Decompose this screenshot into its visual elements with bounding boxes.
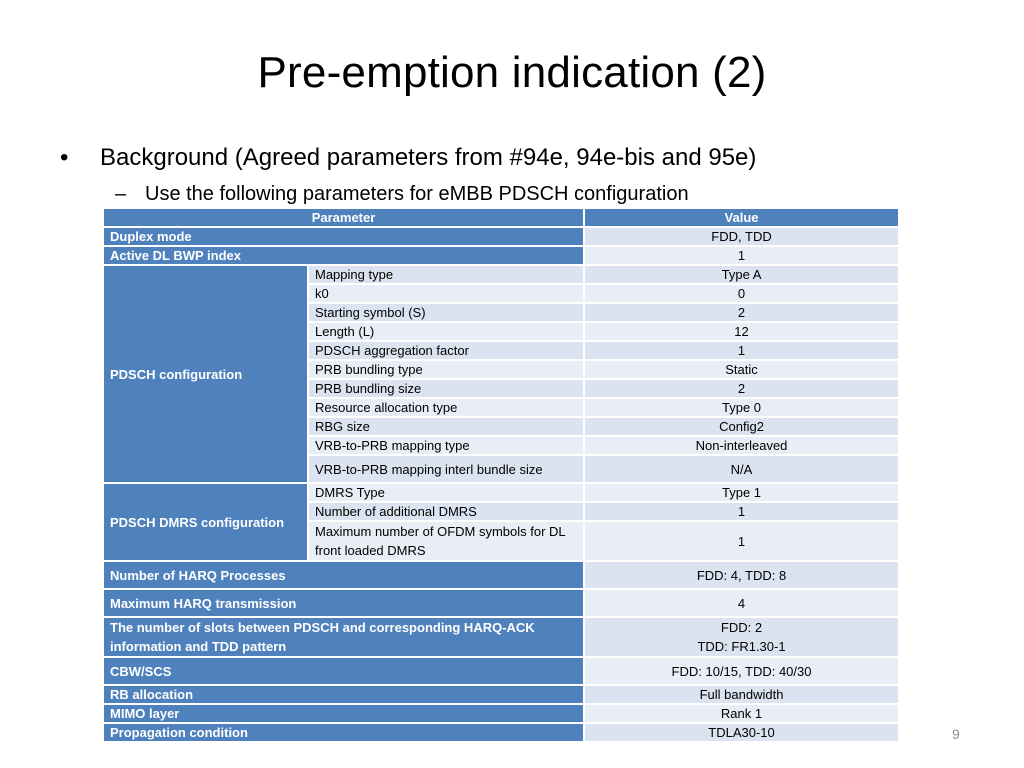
sub-param-value: 12: [583, 321, 901, 342]
table-row: CBW/SCS FDD: 10/15, TDD: 40/30: [101, 656, 901, 686]
sub-param-name: DMRS Type: [306, 482, 586, 503]
sub-param-name: RBG size: [306, 416, 586, 437]
table-row: Maximum HARQ transmission 4: [101, 588, 901, 618]
sub-param-value: 0: [583, 283, 901, 304]
sub-param-name: Starting symbol (S): [306, 302, 586, 323]
header-parameter: Parameter: [101, 207, 586, 228]
table-row: Active DL BWP index 1: [101, 245, 901, 266]
parameters-table: Parameter Value Duplex mode FDD, TDD Act…: [101, 207, 901, 743]
sub-param-name: VRB-to-PRB mapping interl bundle size: [306, 454, 586, 484]
sub-param-value: Static: [583, 359, 901, 380]
sub-param-value: Type 1: [583, 482, 901, 503]
param-value: TDLA30-10: [583, 722, 901, 743]
param-value: FDD: 2 TDD: FR1.30-1: [583, 616, 901, 658]
param-value: Full bandwidth: [583, 684, 901, 705]
sub-param-value: N/A: [583, 454, 901, 484]
value-line: FDD: 2: [720, 620, 763, 635]
table-row: Duplex mode FDD, TDD: [101, 226, 901, 247]
param-name: Propagation condition: [101, 722, 586, 743]
value-line: TDD: FR1.30-1: [697, 639, 786, 654]
param-name: RB allocation: [101, 684, 586, 705]
table-row: RB allocation Full bandwidth: [101, 684, 901, 705]
sub-param-value: 1: [583, 520, 901, 562]
slide-title: Pre-emption indication (2): [257, 48, 767, 97]
table-row: k0 0: [103, 283, 901, 304]
table-row: PRB bundling type Static: [103, 359, 901, 380]
sub-param-name: k0: [306, 283, 586, 304]
bullet-dot: •: [60, 144, 69, 171]
sub-param-name: Number of additional DMRS: [306, 501, 586, 522]
param-value: FDD: 4, TDD: 8: [583, 560, 901, 590]
table-row: Starting symbol (S) 2: [103, 302, 901, 323]
param-name: CBW/SCS: [101, 656, 586, 686]
sub-param-value: Config2: [583, 416, 901, 437]
table-row: Propagation condition TDLA30-10: [101, 722, 901, 743]
sub-param-value: Type A: [583, 264, 901, 285]
table-row: VRB-to-PRB mapping type Non-interleaved: [103, 435, 901, 456]
sub-param-value: 1: [583, 501, 901, 522]
param-name: Number of HARQ Processes: [101, 560, 586, 590]
sub-param-name: Resource allocation type: [306, 397, 586, 418]
table-row: The number of slots between PDSCH and co…: [101, 616, 901, 658]
param-value: FDD: 10/15, TDD: 40/30: [583, 656, 901, 686]
table-row: Maximum number of OFDM symbols for DL fr…: [103, 520, 901, 562]
sub-param-name: PRB bundling type: [306, 359, 586, 380]
sub-param-name: PRB bundling size: [306, 378, 586, 399]
sub-param-name: Length (L): [306, 321, 586, 342]
table-header-row: Parameter Value: [101, 207, 901, 228]
group-pdsch-configuration: PDSCH configuration: [102, 264, 309, 484]
table-row: PDSCH configuration Mapping type Type A: [102, 264, 901, 484]
table-row: Length (L) 12: [103, 321, 901, 342]
param-value: 1: [583, 245, 901, 266]
header-value: Value: [583, 207, 901, 228]
table-row: VRB-to-PRB mapping interl bundle size N/…: [103, 454, 901, 484]
param-name: Maximum HARQ transmission: [101, 588, 586, 618]
page-number: 9: [952, 726, 960, 742]
sub-param-value: 2: [583, 378, 901, 399]
table-row: Number of additional DMRS 1: [103, 501, 901, 522]
param-name: MIMO layer: [101, 703, 586, 724]
table-row: RBG size Config2: [103, 416, 901, 437]
sub-param-name: PDSCH aggregation factor: [306, 340, 586, 361]
table-row: Resource allocation type Type 0: [103, 397, 901, 418]
table-row: PDSCH aggregation factor 1: [103, 340, 901, 361]
table-row: Number of HARQ Processes FDD: 4, TDD: 8: [101, 560, 901, 590]
sub-bullet-dash: –: [115, 183, 127, 205]
param-value: FDD, TDD: [583, 226, 901, 247]
table-row: PRB bundling size 2: [103, 378, 901, 399]
group-pdsch-dmrs-configuration: PDSCH DMRS configuration: [102, 482, 309, 562]
sub-param-value: 1: [583, 340, 901, 361]
sub-param-name: Maximum number of OFDM symbols for DL fr…: [306, 520, 586, 562]
sub-param-value: Type 0: [583, 397, 901, 418]
bullet-text: Background (Agreed parameters from #94e,…: [100, 144, 757, 171]
param-value: Rank 1: [583, 703, 901, 724]
table-row: PDSCH DMRS configuration DMRS Type Type …: [102, 482, 901, 562]
param-name: The number of slots between PDSCH and co…: [101, 616, 586, 658]
sub-bullet-text: Use the following parameters for eMBB PD…: [145, 183, 689, 205]
param-name: Active DL BWP index: [101, 245, 586, 266]
table-row: MIMO layer Rank 1: [101, 703, 901, 724]
param-value: 4: [583, 588, 901, 618]
param-name: Duplex mode: [101, 226, 586, 247]
sub-param-value: Non-interleaved: [583, 435, 901, 456]
sub-param-name: VRB-to-PRB mapping type: [306, 435, 586, 456]
sub-param-value: 2: [583, 302, 901, 323]
sub-param-name: Mapping type: [306, 264, 586, 285]
